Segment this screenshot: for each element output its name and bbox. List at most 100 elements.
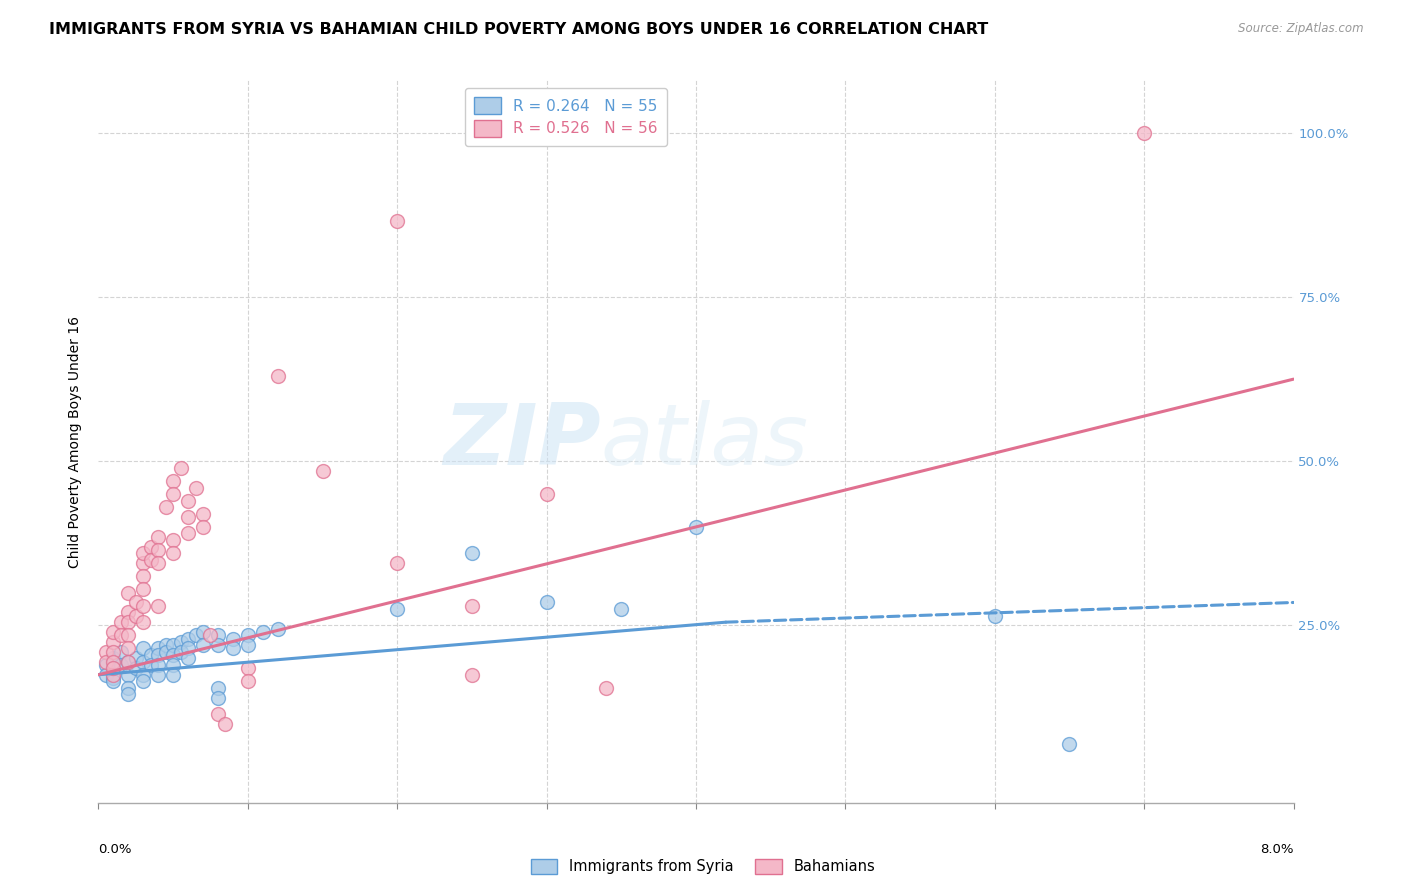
Point <box>117 687 139 701</box>
Point <box>184 481 207 495</box>
Point <box>132 569 155 583</box>
Point <box>110 645 132 659</box>
Point <box>148 530 170 544</box>
Text: atlas: atlas <box>600 400 808 483</box>
Point <box>103 635 125 649</box>
Point <box>148 648 170 662</box>
Point <box>162 546 184 560</box>
Point <box>132 674 155 689</box>
Point <box>177 651 200 665</box>
Point <box>125 595 148 609</box>
Point <box>169 460 191 475</box>
Point <box>236 638 259 652</box>
Point <box>177 632 200 646</box>
Point <box>184 628 207 642</box>
Point <box>169 635 191 649</box>
Point <box>236 661 259 675</box>
Point <box>595 681 617 695</box>
Point <box>94 655 117 669</box>
Point <box>103 661 125 675</box>
Point <box>207 707 229 722</box>
Point <box>110 628 132 642</box>
Point <box>94 645 117 659</box>
Point <box>103 651 125 665</box>
Point <box>177 510 200 524</box>
Point <box>132 546 155 560</box>
Point <box>207 628 229 642</box>
Point <box>177 493 200 508</box>
Point <box>162 533 184 547</box>
Point <box>191 638 214 652</box>
Point <box>155 638 177 652</box>
Point <box>155 645 177 659</box>
Point <box>117 615 139 630</box>
Point <box>148 556 170 570</box>
Point <box>267 622 290 636</box>
Point <box>125 651 148 665</box>
Point <box>461 667 484 681</box>
Point <box>1133 126 1156 140</box>
Point <box>117 655 139 669</box>
Point <box>461 599 484 613</box>
Point <box>236 628 259 642</box>
Legend: Immigrants from Syria, Bahamians: Immigrants from Syria, Bahamians <box>524 853 882 880</box>
Point <box>162 657 184 672</box>
Point <box>132 599 155 613</box>
Point <box>162 667 184 681</box>
Point <box>267 368 290 383</box>
Point <box>177 641 200 656</box>
Point <box>103 671 125 685</box>
Text: 8.0%: 8.0% <box>1260 843 1294 855</box>
Point <box>132 667 155 681</box>
Point <box>117 655 139 669</box>
Point <box>162 474 184 488</box>
Point <box>222 641 245 656</box>
Point <box>536 487 558 501</box>
Point <box>139 648 162 662</box>
Point <box>148 599 170 613</box>
Point <box>139 657 162 672</box>
Point <box>117 628 139 642</box>
Point <box>461 546 484 560</box>
Point <box>252 625 274 640</box>
Point <box>125 661 148 675</box>
Point <box>236 674 259 689</box>
Point <box>94 657 117 672</box>
Point <box>94 667 117 681</box>
Point <box>148 641 170 656</box>
Point <box>132 556 155 570</box>
Legend: R = 0.264   N = 55, R = 0.526   N = 56: R = 0.264 N = 55, R = 0.526 N = 56 <box>464 88 666 145</box>
Point <box>191 507 214 521</box>
Point <box>117 667 139 681</box>
Text: ZIP: ZIP <box>443 400 600 483</box>
Point <box>214 717 236 731</box>
Point <box>685 520 707 534</box>
Y-axis label: Child Poverty Among Boys Under 16: Child Poverty Among Boys Under 16 <box>69 316 83 567</box>
Point <box>110 615 132 630</box>
Point <box>536 595 558 609</box>
Point <box>200 628 222 642</box>
Point <box>117 681 139 695</box>
Point <box>162 648 184 662</box>
Point <box>162 638 184 652</box>
Point <box>148 667 170 681</box>
Point <box>103 667 125 681</box>
Point <box>125 608 148 623</box>
Point <box>103 674 125 689</box>
Point <box>103 661 125 675</box>
Point <box>207 681 229 695</box>
Point <box>103 645 125 659</box>
Point <box>385 602 409 616</box>
Point <box>103 625 125 640</box>
Point <box>984 608 1007 623</box>
Text: 0.0%: 0.0% <box>98 843 132 855</box>
Point <box>222 632 245 646</box>
Point <box>191 520 214 534</box>
Point <box>148 542 170 557</box>
Point <box>132 615 155 630</box>
Point <box>385 214 409 228</box>
Text: Source: ZipAtlas.com: Source: ZipAtlas.com <box>1239 22 1364 36</box>
Point <box>139 540 162 554</box>
Point <box>610 602 633 616</box>
Point <box>110 657 132 672</box>
